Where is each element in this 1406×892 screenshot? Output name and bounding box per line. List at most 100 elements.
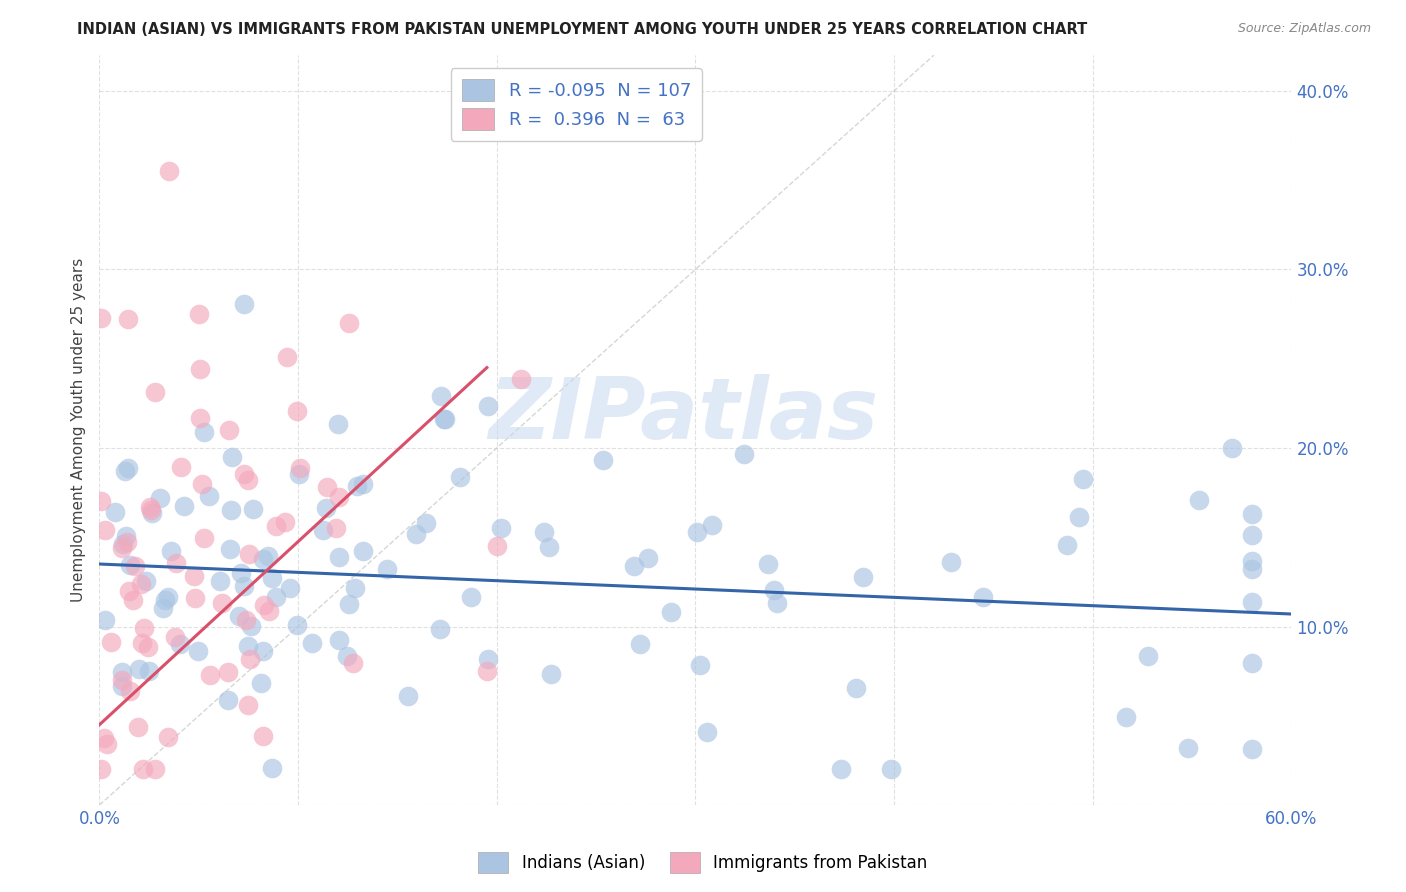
Point xyxy=(1240,508,1263,522)
Point xyxy=(138,664,160,678)
Point xyxy=(337,597,360,611)
Point xyxy=(285,404,308,418)
Point xyxy=(233,467,256,481)
Point xyxy=(262,760,284,774)
Point xyxy=(252,598,274,612)
Point xyxy=(315,480,337,494)
Point xyxy=(1240,594,1263,608)
Point xyxy=(756,557,779,571)
Point xyxy=(1240,527,1263,541)
Text: INDIAN (ASIAN) VS IMMIGRANTS FROM PAKISTAN UNEMPLOYMENT AMONG YOUTH UNDER 25 YEA: INDIAN (ASIAN) VS IMMIGRANTS FROM PAKIST… xyxy=(77,22,1088,37)
Point xyxy=(264,590,287,604)
Point xyxy=(188,362,211,376)
Point xyxy=(184,591,207,605)
Point xyxy=(156,590,179,604)
Point xyxy=(260,571,283,585)
Point xyxy=(239,652,262,666)
Point xyxy=(477,399,499,413)
Point xyxy=(120,683,142,698)
Point xyxy=(288,467,311,481)
Point xyxy=(1073,472,1095,486)
Point xyxy=(325,521,347,535)
Point xyxy=(288,461,311,475)
Point xyxy=(131,577,153,591)
Point xyxy=(352,477,374,491)
Point xyxy=(337,316,360,330)
Point xyxy=(1240,561,1263,575)
Point xyxy=(396,690,419,704)
Point xyxy=(429,389,451,403)
Point xyxy=(239,619,262,633)
Point xyxy=(139,502,162,516)
Point xyxy=(1056,538,1078,552)
Point xyxy=(592,452,614,467)
Point xyxy=(143,384,166,399)
Point xyxy=(143,763,166,777)
Point xyxy=(346,479,368,493)
Point xyxy=(127,720,149,734)
Point xyxy=(169,459,191,474)
Point xyxy=(628,637,651,651)
Point xyxy=(686,525,709,540)
Point xyxy=(276,350,298,364)
Point xyxy=(135,574,157,589)
Point xyxy=(96,737,118,751)
Point xyxy=(1067,509,1090,524)
Point xyxy=(218,665,240,679)
Point xyxy=(972,590,994,604)
Point xyxy=(211,596,233,610)
Point xyxy=(1240,741,1263,756)
Point xyxy=(118,558,141,573)
Point xyxy=(132,621,155,635)
Point xyxy=(342,656,364,670)
Point xyxy=(221,450,243,465)
Point xyxy=(115,535,138,549)
Point xyxy=(509,372,531,386)
Point xyxy=(1115,710,1137,724)
Point xyxy=(880,763,903,777)
Point xyxy=(128,662,150,676)
Point xyxy=(1177,741,1199,756)
Point xyxy=(104,505,127,519)
Point xyxy=(242,502,264,516)
Point xyxy=(117,460,139,475)
Point xyxy=(121,592,143,607)
Point xyxy=(257,603,280,617)
Point xyxy=(637,551,659,566)
Point xyxy=(118,584,141,599)
Point xyxy=(1137,648,1160,663)
Point xyxy=(219,503,242,517)
Point xyxy=(160,544,183,558)
Point xyxy=(100,635,122,649)
Point xyxy=(235,613,257,627)
Point xyxy=(252,729,274,743)
Point xyxy=(218,423,240,437)
Point xyxy=(405,526,427,541)
Legend: Indians (Asian), Immigrants from Pakistan: Indians (Asian), Immigrants from Pakista… xyxy=(471,846,935,880)
Point xyxy=(163,630,186,644)
Point xyxy=(93,731,115,746)
Point xyxy=(429,622,451,636)
Point xyxy=(939,555,962,569)
Point xyxy=(485,539,508,553)
Point xyxy=(112,536,135,550)
Point xyxy=(193,425,215,439)
Point xyxy=(328,549,350,564)
Point xyxy=(136,640,159,655)
Point xyxy=(733,447,755,461)
Point xyxy=(228,609,250,624)
Point xyxy=(183,569,205,583)
Point xyxy=(93,613,115,627)
Point xyxy=(326,417,349,431)
Point xyxy=(1220,441,1243,455)
Point xyxy=(475,664,498,678)
Point xyxy=(285,617,308,632)
Point xyxy=(689,657,711,672)
Point xyxy=(353,543,375,558)
Point xyxy=(90,494,112,508)
Point xyxy=(188,410,211,425)
Point xyxy=(238,698,260,712)
Point xyxy=(415,516,437,531)
Point xyxy=(157,164,180,178)
Point xyxy=(540,666,562,681)
